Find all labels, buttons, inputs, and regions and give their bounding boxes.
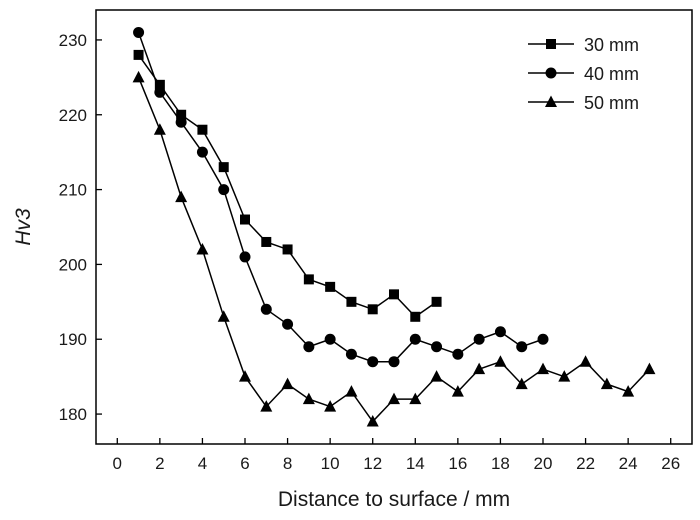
triangle-point [388, 392, 400, 405]
circle-point [516, 341, 528, 353]
triangle-point [600, 377, 613, 390]
series-layer [132, 26, 656, 427]
triangle-point [451, 385, 464, 397]
triangle-point [302, 392, 315, 405]
triangle-point [579, 355, 592, 367]
circle-point [345, 348, 357, 360]
triangle-point [558, 370, 571, 382]
plot-frame [95, 9, 693, 445]
square-point [367, 304, 378, 315]
circle-point [196, 146, 208, 158]
square-point [133, 49, 144, 60]
circle-point [473, 333, 485, 345]
triangle-point [175, 190, 188, 203]
triangle-point [239, 370, 251, 382]
x-tick-label: 0 [113, 454, 122, 473]
circle-point [324, 333, 336, 345]
legend-label: 30 mm [584, 35, 639, 55]
square-point [325, 281, 336, 292]
y-tick-label: 230 [59, 31, 87, 50]
circle-point [367, 356, 379, 368]
triangle-point [515, 377, 528, 390]
axis-ticks: 0 2 4 6 8 10 12 14 16 18 20 22 24 2618019020021022023… [59, 31, 681, 473]
circle-point [494, 326, 506, 338]
series-2 [132, 70, 656, 427]
y-axis-title: Hv3 [12, 208, 35, 246]
x-tick-label: 26 [661, 454, 680, 473]
series-line [137, 77, 650, 423]
circle-point [303, 341, 315, 353]
x-tick-label: 4 [198, 454, 207, 473]
triangle-point [324, 400, 337, 412]
x-tick-label: 18 [491, 454, 510, 473]
triangle-point [537, 362, 549, 375]
y-tick-label: 220 [59, 106, 87, 125]
circle-point [388, 356, 400, 368]
x-tick-label: 6 [240, 454, 249, 473]
square-point [346, 296, 357, 307]
series-line [137, 32, 544, 363]
square-point [410, 311, 421, 322]
triangle-point [409, 392, 422, 405]
series-0 [133, 49, 442, 322]
square-point [197, 124, 208, 135]
square-point [389, 289, 399, 300]
circle-point [260, 303, 272, 315]
legend-triangle-marker [545, 95, 557, 107]
x-tick-label: 24 [619, 454, 638, 473]
square-point [431, 296, 442, 307]
triangle-point [217, 310, 230, 322]
x-tick-label: 22 [576, 454, 595, 473]
x-tick-label: 12 [363, 454, 382, 473]
legend-label: 40 mm [584, 64, 639, 84]
square-point [176, 109, 187, 120]
square-point [218, 162, 229, 173]
circle-point [537, 333, 549, 345]
circle-point [239, 251, 251, 263]
triangle-point [366, 415, 379, 427]
x-tick-label: 16 [448, 454, 467, 473]
x-tick-label: 14 [406, 454, 425, 473]
triangle-point [643, 362, 656, 375]
series-1 [133, 26, 549, 368]
y-tick-label: 190 [59, 330, 87, 349]
triangle-point [622, 385, 635, 397]
y-tick-label: 180 [59, 405, 87, 424]
legend-circle-marker [545, 67, 557, 79]
square-point [303, 274, 314, 285]
circle-point [452, 348, 464, 360]
triangle-point [260, 400, 273, 412]
x-tick-label: 20 [534, 454, 553, 473]
triangle-point [153, 123, 166, 135]
triangle-point [430, 370, 443, 382]
square-point [282, 244, 293, 255]
circle-point [218, 184, 230, 196]
legend-square-marker [546, 39, 556, 49]
legend-label: 50 mm [584, 93, 639, 113]
triangle-point [196, 242, 209, 255]
circle-point [133, 26, 145, 38]
triangle-point [281, 377, 294, 390]
square-point [240, 214, 250, 225]
triangle-point [494, 355, 507, 367]
x-axis-title: Distance to surface / mm [278, 488, 510, 511]
triangle-point [345, 385, 358, 397]
x-tick-label: 10 [321, 454, 340, 473]
series-line [137, 54, 438, 318]
triangle-point [132, 70, 145, 83]
square-point [154, 79, 165, 90]
circle-point [282, 318, 294, 330]
legend: 30 mm 40 mm 50 mm [528, 35, 639, 113]
triangle-point [473, 362, 486, 375]
x-tick-label: 2 [155, 454, 164, 473]
y-tick-label: 210 [59, 181, 87, 200]
x-tick-label: 8 [283, 454, 292, 473]
circle-point [154, 86, 166, 98]
circle-point [409, 333, 421, 345]
circle-point [175, 116, 187, 128]
square-point [261, 236, 272, 247]
circle-point [431, 341, 443, 353]
y-tick-label: 200 [59, 255, 87, 274]
